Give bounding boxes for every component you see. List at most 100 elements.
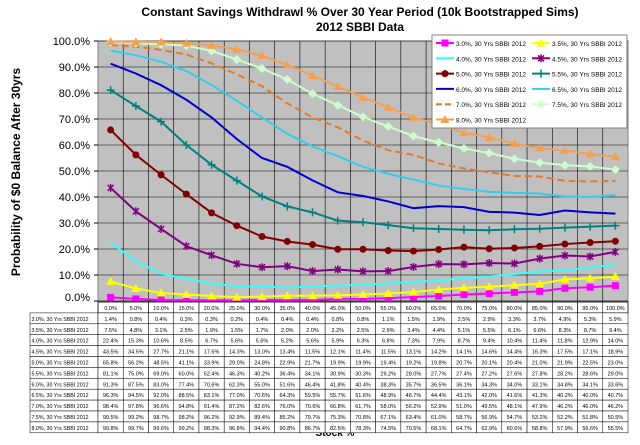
y-tick-label: 50.0% (59, 166, 90, 178)
table-cell-value: 3.7% (533, 317, 546, 323)
table-cell-value: 6.1% (508, 328, 521, 334)
legend-label: 8.0%, 30 Yrs SBBI 2012 (456, 118, 526, 125)
table-cell-value: 70.5% (406, 426, 422, 432)
table-cell-value: 0.3% (205, 317, 218, 323)
table-cell-value: 70.6% (204, 382, 220, 388)
table-row-label: 8.0%, 30 Yrs SBBI 2012 (32, 426, 89, 432)
legend-label: 4.0%, 30 Yrs SBBI 2012 (456, 56, 526, 63)
data-point (132, 151, 139, 158)
table-cell-value: 5.1% (458, 328, 471, 334)
y-tick-label: 20.0% (59, 244, 90, 256)
table-cell-value: 21.1% (179, 350, 195, 356)
table-cell-value: 97.8% (128, 404, 144, 410)
table-cell-value: 5.9% (609, 317, 622, 323)
table-cell-value: 2.0% (281, 328, 294, 334)
category-label: 80.0% (507, 306, 523, 312)
table-cell-value: 58.8% (532, 426, 548, 432)
table-cell-value: 0.4% (306, 317, 319, 323)
category-label: 0.0% (104, 306, 117, 312)
category-label: 75.0% (481, 306, 497, 312)
table-cell-value: 69.0% (153, 371, 169, 377)
legend-label: 5.0%, 30 Yrs SBBI 2012 (456, 72, 526, 79)
table-cell-value: 9.4% (609, 328, 622, 334)
table-cell-value: 19.9% (330, 361, 346, 367)
table-row-label: 6.0%, 30 Yrs SBBI 2012 (32, 382, 89, 388)
table-cell-value: 46.4% (305, 382, 321, 388)
chart-title: Constant Savings Withdrawl % Over 30 Yea… (141, 5, 578, 19)
table-cell-value: 52.2% (557, 415, 573, 421)
table-cell-value: 60.0% (179, 371, 195, 377)
table-cell-value: 48.1% (507, 404, 523, 410)
data-point (435, 293, 442, 300)
table-row-label: 5.5%, 30 Yrs SBBI 2012 (32, 371, 89, 377)
category-label: 85.0% (532, 306, 548, 312)
table-cell-value: 64.3% (279, 393, 295, 399)
table-cell-value: 11.5% (381, 350, 396, 356)
table-cell-value: 24.8% (254, 361, 270, 367)
category-label: 40.0% (305, 306, 321, 312)
table-cell-value: 0.3% (180, 317, 193, 323)
table-cell-value: 47.9% (532, 404, 548, 410)
table-cell-value: 14.1% (456, 350, 472, 356)
table-cell-value: 5.9% (331, 339, 344, 345)
table-cell-value: 13.0% (254, 350, 270, 356)
table-cell-value: 40.4% (355, 382, 371, 388)
y-tick-label: 0.0% (65, 292, 90, 304)
table-cell-value: 13.4% (279, 350, 295, 356)
table-cell-value: 7.5% (104, 328, 117, 334)
data-point (460, 291, 467, 298)
table-cell-value: 75.0% (128, 371, 144, 377)
table-cell-value: 53.2% (532, 415, 548, 421)
table-cell-value: 85.2% (279, 415, 295, 421)
table-cell-value: 51.6% (279, 382, 295, 388)
y-tick-label: 100.0% (53, 36, 91, 48)
table-cell-value: 51.0% (456, 404, 472, 410)
table-cell-value: 83.0% (153, 382, 169, 388)
table-cell-value: 27.6% (507, 371, 523, 377)
table-cell-value: 34.3% (481, 382, 497, 388)
table-cell-value: 2.5% (458, 317, 471, 323)
table-cell-value: 96.8% (229, 426, 245, 432)
table-cell-value: 38.3% (380, 382, 396, 388)
table-cell-value: 23.0% (608, 361, 624, 367)
table-cell-value: 92.9% (229, 415, 245, 421)
y-tick-label: 80.0% (59, 88, 90, 100)
table-cell-value: 2.5% (180, 328, 193, 334)
table-cell-value: 43.1% (456, 393, 472, 399)
table-cell-value: 27.2% (481, 371, 497, 377)
table-cell-value: 8.5% (180, 339, 193, 345)
table-cell-value: 21.0% (532, 361, 548, 367)
data-point (536, 243, 543, 250)
table-cell-value: 17.6% (204, 350, 220, 356)
table-cell-value: 8.3% (559, 328, 572, 334)
table-cell-value: 34.5% (128, 350, 144, 356)
y-tick-label: 90.0% (59, 62, 90, 74)
table-cell-value: 82.6% (254, 404, 270, 410)
table-cell-value: 22.4% (103, 339, 119, 345)
table-cell-value: 99.2% (128, 415, 144, 421)
table-cell-value: 35.7% (406, 382, 422, 388)
data-point (511, 244, 518, 251)
table-cell-value: 4.9% (559, 317, 572, 323)
table-cell-value: 10.6% (153, 339, 169, 345)
legend-label: 3.0%, 30 Yrs SBBI 2012 (456, 41, 526, 48)
table-cell-value: 87.5% (128, 382, 144, 388)
table-cell-value: 0.4% (256, 317, 269, 323)
table-cell-value: 30.3% (355, 371, 371, 377)
table-row-label: 3.0%, 30 Yrs SBBI 2012 (32, 317, 89, 323)
table-cell-value: 96.6% (153, 404, 169, 410)
legend-label: 6.5%, 30 Yrs SBBI 2012 (552, 87, 622, 94)
legend-marker (442, 70, 449, 77)
legend-label: 4.5%, 30 Yrs SBBI 2012 (552, 56, 622, 63)
table-cell-value: 7.9% (432, 339, 445, 345)
table-cell-value: 19.9% (355, 361, 371, 367)
table-cell-value: 61.7% (355, 404, 371, 410)
table-cell-value: 19.2% (406, 361, 422, 367)
data-point (435, 246, 442, 253)
table-cell-value: 6.7% (205, 339, 218, 345)
table-cell-value: 9.4% (483, 339, 496, 345)
table-cell-value: 91.4% (204, 404, 220, 410)
data-point (183, 191, 190, 198)
table-cell-value: 33.1% (532, 382, 548, 388)
